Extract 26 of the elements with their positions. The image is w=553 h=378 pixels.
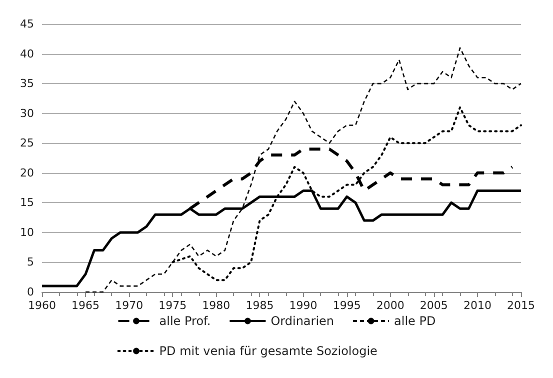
x-tick-label: 2000 — [376, 299, 404, 312]
x-tick-label: 2005 — [420, 299, 448, 312]
legend-label: alle PD — [394, 314, 436, 328]
y-tick-label: 35 — [20, 77, 34, 90]
x-tick-label: 1995 — [332, 299, 361, 312]
y-tick-label: 45 — [20, 18, 34, 30]
legend-label: Ordinarien — [270, 314, 334, 328]
x-tick-label: 2015 — [507, 299, 535, 312]
y-tick-label: 40 — [20, 47, 34, 60]
x-tick-label: 1980 — [202, 299, 230, 312]
y-tick-label: 25 — [20, 136, 34, 150]
x-tick-label: 1970 — [115, 299, 144, 312]
y-tick-label: 0 — [27, 286, 34, 298]
y-tick-label: 30 — [20, 106, 34, 120]
y-tick-label: 20 — [20, 166, 34, 180]
x-tick-label: 1960 — [28, 299, 56, 312]
y-tick-label: 5 — [27, 256, 34, 269]
legend-label: PD mit venia für gesamte Soziologie — [159, 344, 378, 358]
y-tick-label: 15 — [20, 196, 34, 210]
x-tick-label: 2010 — [463, 299, 492, 312]
x-tick-label: 1985 — [246, 299, 274, 312]
x-tick-label: 1975 — [158, 299, 187, 312]
x-tick-label: 1990 — [289, 299, 318, 312]
y-tick-label: 10 — [20, 226, 34, 239]
legend-label: alle Prof. — [159, 314, 211, 328]
x-tick-label: 1965 — [72, 299, 100, 312]
